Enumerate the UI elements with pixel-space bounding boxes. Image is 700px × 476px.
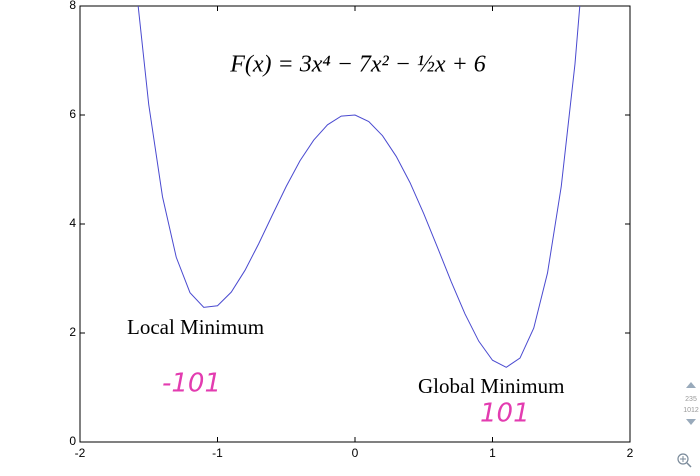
page-number: 235	[685, 396, 697, 403]
zoom-icon	[686, 462, 692, 468]
formula: F(x) = 3x⁴ − 7x² − ½x + 6	[229, 52, 486, 78]
y-tick-label: 8	[69, 0, 76, 12]
zoom-icon	[677, 453, 689, 465]
x-tick-label: 0	[352, 446, 359, 460]
page-total: 1012	[683, 407, 699, 414]
y-tick-label: 2	[69, 325, 76, 339]
scroll-down[interactable]	[686, 419, 696, 425]
y-tick-label: 6	[69, 107, 76, 121]
x-tick-label: -2	[75, 446, 86, 460]
line-series	[137, 6, 581, 368]
x-tick-label: -1	[212, 446, 223, 460]
zoom-button[interactable]	[677, 453, 692, 468]
y-tick-label: 4	[69, 216, 76, 230]
handwritten-note: -101	[162, 369, 221, 399]
handwritten-note: 101	[480, 399, 530, 429]
annotation: Local Minimum	[127, 315, 264, 339]
x-tick-label: 1	[489, 446, 496, 460]
x-tick-label: 2	[627, 446, 634, 460]
scroll-up[interactable]	[686, 382, 696, 388]
annotation: Global Minimum	[418, 374, 564, 398]
y-tick-label: 0	[69, 434, 76, 448]
